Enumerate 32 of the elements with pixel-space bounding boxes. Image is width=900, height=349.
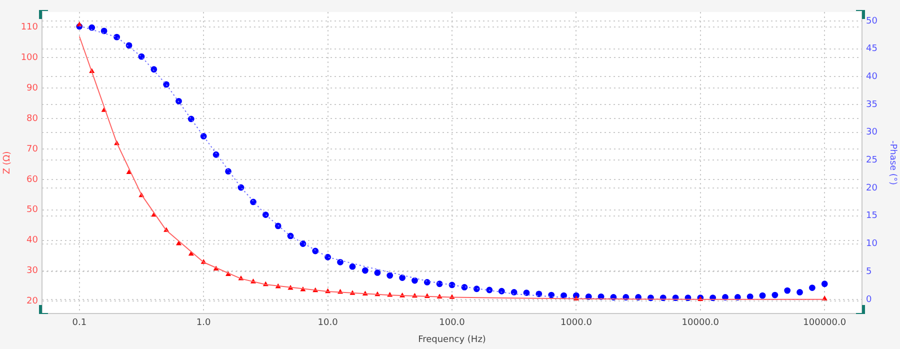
y2-tick-label: 20 bbox=[866, 183, 878, 194]
y2-tick-label: 30 bbox=[866, 128, 878, 138]
x-tick-label: 1000.0 bbox=[560, 318, 592, 328]
y2-tick-label: 10 bbox=[866, 239, 878, 250]
x-tick-label: 10000.0 bbox=[682, 318, 720, 328]
y-tick-label: 40 bbox=[26, 236, 38, 246]
y-tick-label: 100 bbox=[20, 53, 38, 64]
y2-tick-label: 35 bbox=[866, 100, 878, 110]
y2-tick-label: 50 bbox=[866, 16, 878, 26]
x-axis-title: Frequency (Hz) bbox=[418, 334, 486, 345]
y2-tick-label: 25 bbox=[866, 156, 878, 166]
y-tick-label: 90 bbox=[26, 83, 38, 94]
y-tick-label: 60 bbox=[26, 174, 38, 185]
x-tick-label: 10.0 bbox=[318, 318, 338, 328]
y-tick-label: 30 bbox=[26, 266, 38, 276]
y-tick-label: 50 bbox=[26, 205, 38, 216]
y2-axis-title: -Phase (°) bbox=[887, 140, 898, 185]
y-tick-label: 80 bbox=[26, 114, 38, 124]
y2-tick-label: 40 bbox=[866, 72, 878, 82]
y-tick-label: 20 bbox=[26, 296, 38, 307]
x-tick-label: 100.0 bbox=[439, 318, 466, 328]
y2-tick-label: 15 bbox=[866, 211, 878, 222]
y2-tick-label: 5 bbox=[866, 266, 872, 277]
x-tick-label: 100000.0 bbox=[803, 318, 846, 328]
y-tick-label: 110 bbox=[20, 22, 38, 33]
x-tick-label: 0.1 bbox=[72, 318, 87, 328]
y2-tick-label: 45 bbox=[866, 44, 878, 54]
y2-tick-label: 0 bbox=[866, 294, 872, 305]
y-axis-title: Z (Ω) bbox=[2, 151, 13, 174]
y-tick-label: 70 bbox=[26, 144, 38, 154]
x-tick-label: 1.0 bbox=[196, 318, 212, 328]
point bbox=[76, 22, 82, 26]
